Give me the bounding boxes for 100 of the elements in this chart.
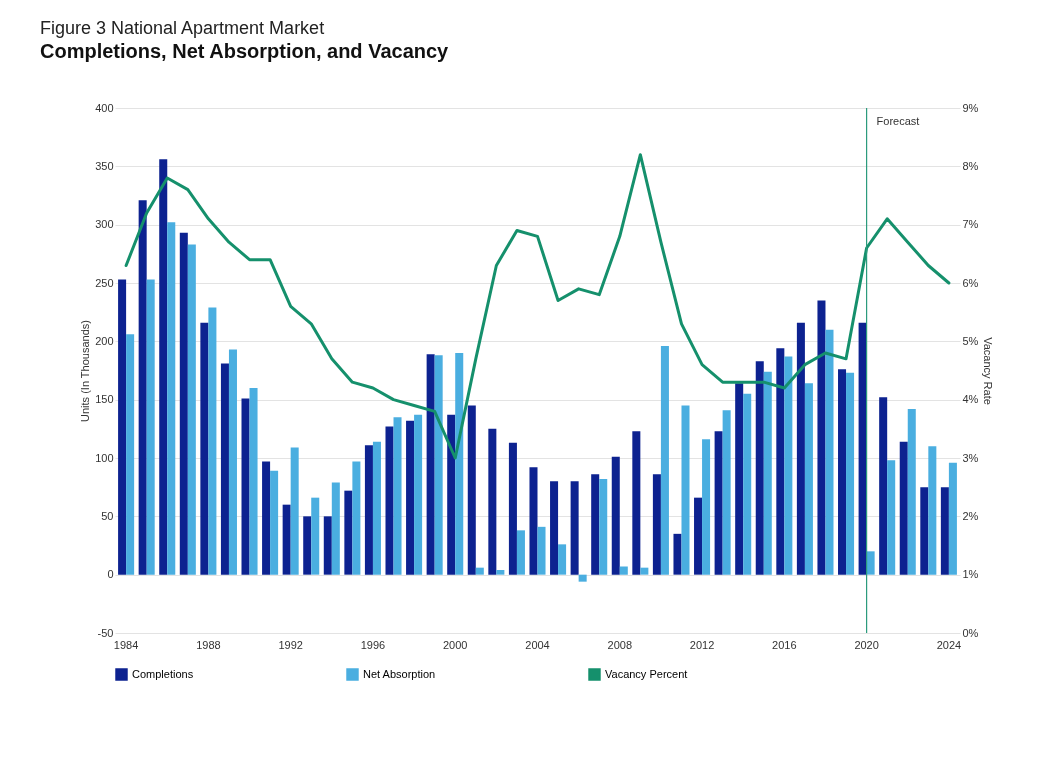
bar [660,346,669,575]
x-tick-label: 1988 [196,638,221,651]
bar [846,372,855,575]
bar [681,405,690,575]
bar [714,431,723,575]
bar [776,348,785,575]
bar [558,544,567,575]
chart-title: Figure 3 National Apartment Market [40,18,325,38]
y-tick-label: 400 [95,101,114,114]
bar [311,497,320,575]
x-tick-label: 2008 [607,638,633,651]
x-tick-label: 2020 [854,638,879,651]
legend-label: Vacancy Percent [605,667,688,680]
y2-tick-label: 5% [962,334,979,347]
x-tick-label: 2000 [442,638,468,651]
y-tick-label: 250 [95,276,114,289]
y2-axis-title: Vacancy Rate [982,337,995,405]
bar [208,307,217,575]
bar [599,479,608,575]
x-tick-label: 1984 [113,638,139,651]
x-tick-label: 1992 [278,638,303,651]
bar [303,516,312,575]
bar [578,574,587,582]
y-tick-label: 0 [107,568,114,581]
legend-label: Completions [132,667,194,680]
bar [249,388,258,575]
bar [138,200,147,575]
y-tick-label: 100 [95,451,114,464]
bar [414,414,423,575]
bar [673,533,682,575]
bar [290,447,299,575]
bar [447,414,456,575]
bar [804,383,813,575]
bar [262,461,271,575]
bar [331,482,340,575]
bar [126,334,135,575]
y2-tick-label: 9% [962,101,979,114]
bar [187,244,196,575]
bar [619,566,628,575]
bar [385,426,394,575]
y2-tick-label: 0% [962,626,979,639]
bar [611,456,620,575]
y-tick-label: 350 [95,159,114,172]
bar [640,567,649,575]
y2-tick-label: 6% [962,276,979,289]
bar [722,410,731,575]
bar [282,504,291,575]
bar [694,497,703,575]
bar [434,355,443,575]
bar [467,405,476,575]
bar [866,551,875,575]
bar [241,398,250,575]
x-tick-label: 1996 [360,638,386,651]
bar [550,481,559,575]
bar [228,349,237,575]
bar [920,487,929,575]
bar [743,393,752,575]
line-series [124,153,951,460]
y-tick-label: 200 [95,334,114,347]
bar [784,356,793,575]
bar [159,159,168,575]
y2-tick-label: 2% [962,509,979,522]
bar [570,481,579,575]
bar [220,363,229,575]
bar [393,417,402,575]
bar [948,462,957,575]
bar [702,439,711,575]
x-tick-label: 2024 [936,638,962,651]
y-tick-label: 50 [101,509,114,522]
bar [632,431,641,575]
bar [516,530,525,575]
bar [200,322,209,575]
bar [879,397,888,575]
bar [652,474,661,575]
bar [270,470,279,575]
bar [529,467,538,575]
bar [475,567,484,575]
ref-line-label: Forecast [876,115,920,127]
legend-label: Net Absorption [363,667,436,680]
bar [838,369,847,575]
bar [344,490,353,575]
bar [940,487,949,575]
y-tick-label: -50 [97,626,114,639]
y-axis-title: Units (In Thousands) [79,320,92,422]
bar [488,428,497,575]
bar [928,446,937,575]
bar [899,441,908,575]
bar [537,526,546,575]
bar [887,460,896,575]
y-tick-label: 150 [95,393,114,406]
bar [323,516,332,575]
bar [591,474,600,575]
x-tick-label: 2012 [689,638,715,651]
bar [179,232,188,575]
bar [352,461,361,575]
bar [455,353,464,575]
bar [167,222,176,575]
bar [146,279,155,575]
bar [763,371,772,575]
bar [735,383,744,575]
